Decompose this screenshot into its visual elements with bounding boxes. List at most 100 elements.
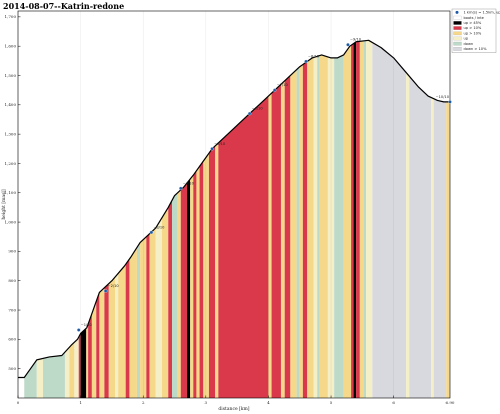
waypoint-marker	[149, 230, 154, 235]
y-tick-label: 1,400	[5, 102, 17, 107]
x-tick-label: 4	[267, 400, 270, 405]
profile-line-group	[18, 39, 450, 379]
segment-band	[353, 41, 357, 398]
segment-band	[284, 75, 291, 398]
segment-band	[36, 358, 44, 398]
y-tick-label: 1,000	[5, 219, 17, 224]
y-tick-label: 1,500	[5, 73, 17, 78]
segment-band	[80, 328, 87, 398]
legend-swatch	[453, 41, 462, 46]
waypoint-label: ~9/10	[350, 38, 362, 42]
segment-band	[296, 66, 300, 398]
segment-band	[24, 359, 37, 398]
x-end-tick-label: 6.90	[446, 400, 455, 405]
legend-label: down	[464, 42, 474, 46]
legend-label: up	[464, 37, 469, 41]
y-tick-label: 1,200	[5, 161, 17, 166]
legend-swatch	[453, 15, 462, 20]
segment-band	[218, 96, 269, 399]
waypoint-marker	[448, 100, 452, 104]
segment-band	[307, 57, 314, 399]
segment-band	[317, 55, 320, 399]
segment-band	[372, 42, 407, 399]
legend-swatch	[453, 47, 462, 51]
segment-band	[108, 277, 116, 398]
waypoint-marker	[304, 59, 308, 64]
y-axis-label: height [masl]	[1, 189, 7, 219]
waypoint-marker	[76, 328, 81, 332]
segment-band	[149, 227, 156, 398]
segment-band	[104, 283, 109, 398]
waypoint-label: ~6/10	[252, 107, 264, 111]
axes: 0 1 2 3 4 5 6 6.90 500 600 700 800 900 1,000 1,100 1,20…	[1, 10, 455, 412]
y-tick-label: 1,600	[5, 43, 17, 48]
waypoint-marker	[210, 147, 214, 151]
y-tick-label: 500	[8, 366, 16, 371]
segment-band	[168, 200, 173, 398]
x-tick-label: 3	[205, 400, 208, 405]
y-tick-label: 1,300	[5, 131, 17, 136]
segment-band	[115, 273, 119, 398]
y-tick-label: 1,700	[5, 14, 17, 19]
segment-band	[203, 153, 209, 398]
segment-band	[64, 347, 70, 398]
legend-swatch	[453, 36, 462, 41]
waypoint-label: ~5/10	[214, 142, 226, 146]
segment-band	[199, 161, 204, 398]
segment-band	[319, 54, 328, 398]
x-tick-label: 1	[79, 400, 82, 405]
x-tick-label: 2	[142, 400, 145, 405]
y-tick-label: 900	[8, 249, 16, 254]
waypoint-label: ~3/10	[153, 225, 165, 229]
segment-band	[69, 342, 75, 398]
segment-band	[334, 54, 344, 398]
waypoint-marker	[247, 111, 252, 116]
x-axis-label: distance [km]	[218, 406, 249, 412]
segment-band	[351, 43, 354, 398]
segment-band	[190, 175, 194, 398]
y-tick-label: 700	[8, 307, 16, 312]
segment-band	[356, 41, 360, 399]
legend-label: boots / inte	[464, 16, 485, 20]
legend-swatch	[453, 21, 462, 25]
segment-band	[313, 56, 318, 398]
segment-band	[363, 40, 367, 399]
segment-band	[146, 233, 150, 398]
segment-band	[180, 183, 188, 398]
segment-band	[99, 287, 105, 398]
legend-label: up > 10%	[464, 31, 482, 35]
segment-band	[177, 189, 181, 398]
segment-band	[18, 377, 25, 398]
y-tick-label: 1,100	[5, 190, 17, 195]
y-tick-label: 800	[8, 278, 16, 283]
segment-band	[88, 313, 92, 398]
waypoint-label: ~8/10	[308, 54, 320, 58]
segment-band	[431, 97, 434, 399]
segment-band	[268, 93, 272, 398]
waypoint-label: ~2/10	[108, 284, 120, 288]
segment-band	[140, 236, 147, 398]
x-tick-label: 0	[17, 400, 20, 405]
segment-band	[118, 264, 126, 398]
legend-label: up > 45%	[464, 21, 482, 25]
waypoint-marker	[179, 186, 183, 191]
segment-band	[172, 192, 178, 398]
segment-band	[91, 301, 97, 398]
waypoint-marker	[272, 88, 277, 92]
segment-band	[43, 352, 65, 398]
legend-swatch	[453, 26, 462, 30]
segment-band	[406, 72, 410, 398]
legend-label: 1 km(s) = 1.5km, up	[464, 11, 500, 15]
segment-band	[446, 101, 450, 398]
segment-band	[208, 145, 216, 398]
segment-band	[343, 45, 352, 399]
segment-band	[78, 333, 81, 398]
segment-band	[299, 64, 303, 398]
waypoint-marker	[346, 42, 350, 47]
x-tick-label: 6	[392, 400, 395, 405]
plot-frame	[17, 10, 451, 399]
segment-band	[196, 166, 200, 398]
legend-label: down > 10%	[464, 47, 488, 51]
x-tick-label: 5	[330, 400, 333, 405]
